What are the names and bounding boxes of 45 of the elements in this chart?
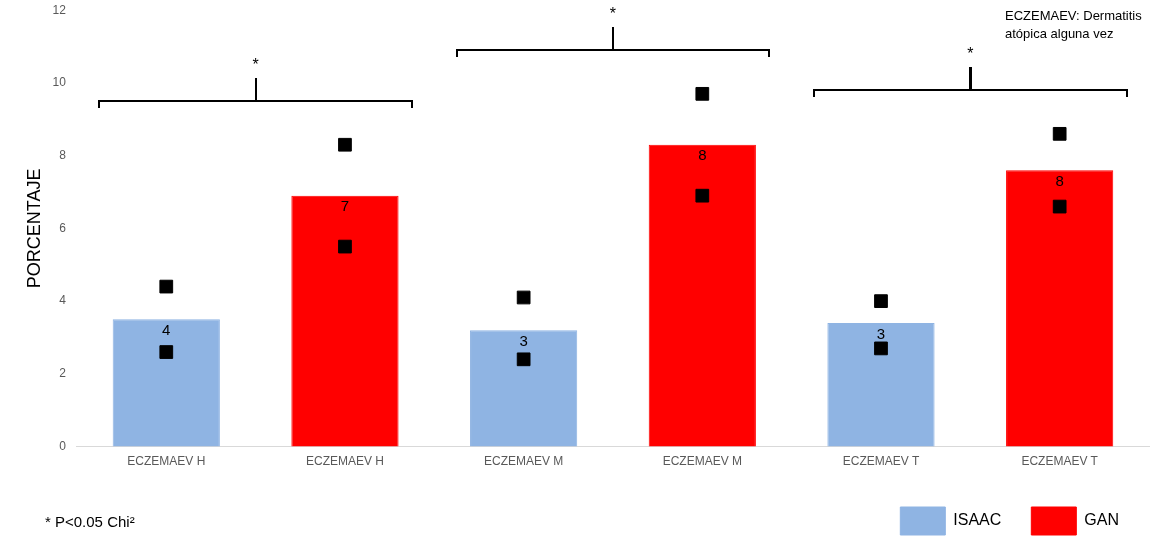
y-axis-title: PORCENTAJE xyxy=(23,168,44,289)
bar xyxy=(470,330,578,447)
annotation: * xyxy=(251,55,260,74)
point xyxy=(516,290,531,305)
y-tick-label: 12 xyxy=(52,2,67,17)
y-tick-label: 10 xyxy=(52,75,67,90)
point xyxy=(338,239,352,254)
y-tick-label: 4 xyxy=(59,293,67,308)
annotation: * xyxy=(966,44,975,63)
x-tick-label: ECZEMAEV T xyxy=(1021,454,1099,469)
point xyxy=(874,294,888,308)
point xyxy=(338,137,352,152)
point xyxy=(159,279,174,294)
y-tick-label: 0 xyxy=(59,438,67,453)
point xyxy=(874,341,888,356)
data-label: 3 xyxy=(876,324,886,342)
point xyxy=(516,352,531,367)
x-tick-label: ECZEMAEV M xyxy=(483,454,564,469)
data-label: 3 xyxy=(519,331,528,349)
y-tick-label: 6 xyxy=(59,220,67,235)
point xyxy=(159,345,174,359)
data-label: 8 xyxy=(698,146,707,164)
annotation: * xyxy=(608,4,618,23)
x-tick-label: ECZEMAEV M xyxy=(662,454,742,469)
x-tick-label: ECZEMAEV H xyxy=(305,454,384,469)
point xyxy=(1052,126,1067,141)
y-tick-label: 8 xyxy=(59,147,67,162)
bar xyxy=(1006,170,1114,447)
y-tick-label: 2 xyxy=(59,366,67,381)
point xyxy=(695,86,710,101)
bar xyxy=(827,322,935,447)
bar xyxy=(291,195,399,447)
bar xyxy=(648,144,756,447)
data-label: 4 xyxy=(162,320,171,338)
legend-label: ISAAC xyxy=(953,511,1002,529)
x-tick-label: ECZEMAEV H xyxy=(127,454,206,469)
annotation: ECZEMAEV: Dermatitis atópica alguna vez xyxy=(1005,8,1143,42)
data-label: 8 xyxy=(1055,171,1064,189)
data-label: 7 xyxy=(340,197,350,215)
point xyxy=(1052,199,1067,214)
x-tick-label: ECZEMAEV T xyxy=(842,454,920,469)
point xyxy=(695,188,710,203)
legend-label: GAN xyxy=(1084,511,1119,529)
text: * P<0.05 Chi² xyxy=(45,512,135,530)
bar xyxy=(112,319,220,447)
